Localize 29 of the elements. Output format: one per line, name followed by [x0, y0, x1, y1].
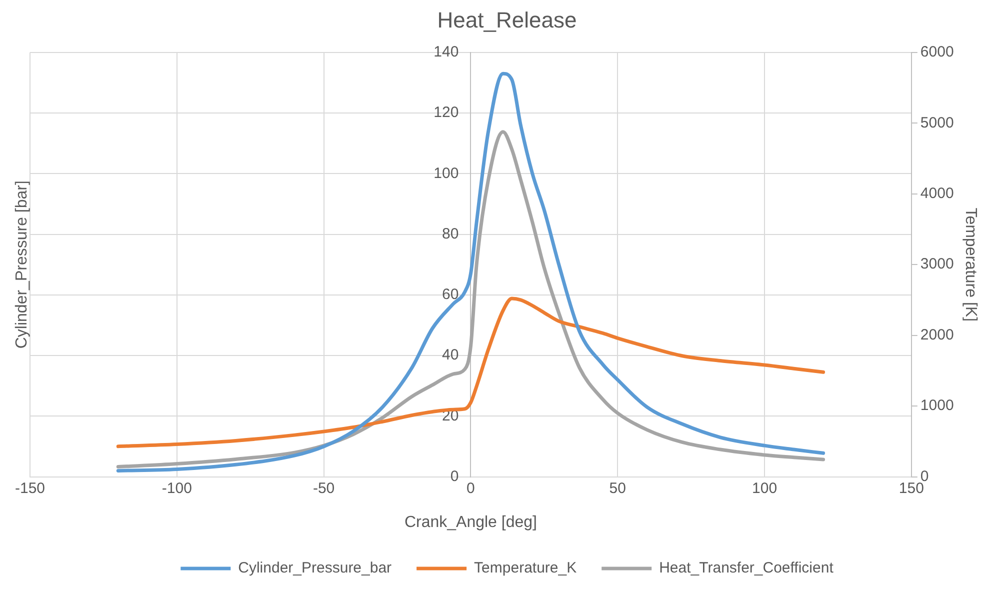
x-tick-label: -100 [162, 480, 192, 497]
x-tick-label: 100 [752, 480, 778, 497]
y-tick-label: 40 [442, 346, 459, 364]
legend-label: Temperature_K [474, 560, 577, 577]
y2-tick-label: 6000 [920, 44, 954, 61]
y2-tick-label: 1000 [920, 397, 954, 414]
y-tick-label: 60 [442, 286, 459, 304]
y2-tick-label: 5000 [920, 114, 954, 132]
x-tick-label: -150 [14, 480, 46, 497]
y2-tick-label: 4000 [920, 185, 954, 202]
x-axis-title: Crank_Angle [deg] [404, 514, 537, 531]
y-tick-label: 0 [450, 468, 459, 485]
y-tick-label: 80 [442, 225, 459, 242]
x-tick-label: -50 [312, 480, 335, 497]
line-series [116, 72, 826, 472]
line-series [116, 130, 826, 469]
y2-tick-label: 2000 [920, 326, 954, 344]
y-tick-label: 120 [434, 104, 459, 122]
y-tick-label: 100 [434, 164, 459, 182]
legend-label: Heat_Transfer_Coefficient [659, 560, 834, 577]
y-tick-label: 140 [434, 44, 459, 61]
legend-label: Cylinder_Pressure_bar [238, 560, 392, 577]
y-axis-title: Cylinder_Pressure [bar] [13, 180, 30, 349]
x-tick-label: 0 [466, 480, 475, 497]
chart-title: Heat_Release [437, 7, 577, 32]
x-tick-label: 50 [609, 480, 626, 497]
x-tick-label: 150 [898, 480, 924, 497]
y2-tick-label: 3000 [920, 256, 954, 273]
y2-axis-title: Temperature [K] [962, 208, 979, 322]
